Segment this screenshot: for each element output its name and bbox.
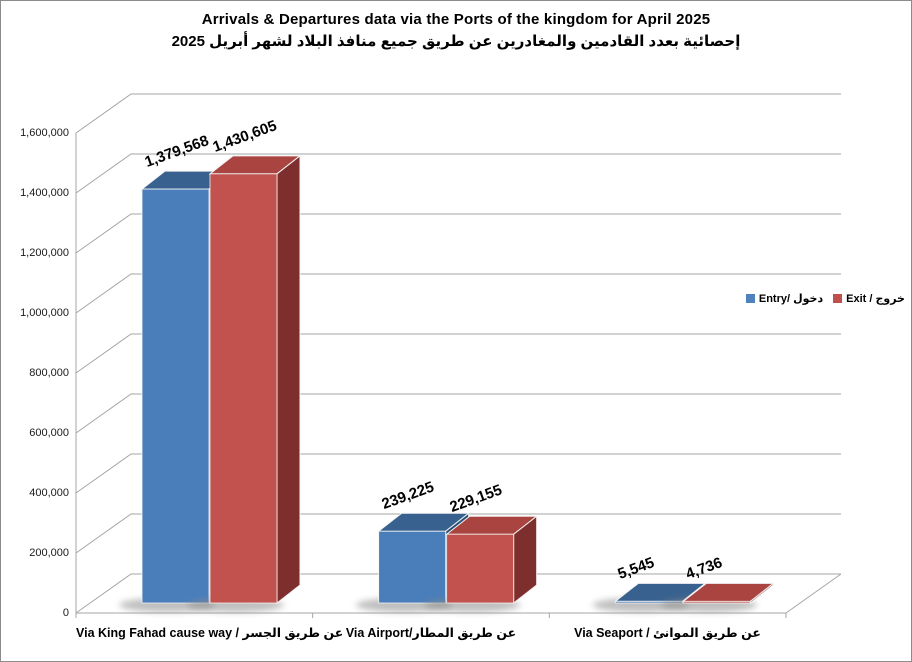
gridline: [75, 393, 841, 434]
y-tick-label: 1,200,000: [20, 247, 69, 259]
bar-front-face: [682, 601, 751, 604]
category-label-airport: Via Airport/عن طريق المطار: [345, 626, 517, 640]
gridline: [75, 153, 841, 194]
category-label-king-fahad-causeway: Via King Fahad cause way / عن طريق الجسر: [76, 626, 344, 640]
bar-front-face: [209, 173, 278, 604]
gridline: [75, 453, 841, 494]
y-tick-label: 400,000: [29, 487, 69, 499]
bar-exit-cat0: [187, 154, 302, 612]
y-tick-label: 1,600,000: [20, 127, 69, 139]
entry-series-swatch-icon: [745, 294, 755, 303]
y-tick-label: 600,000: [29, 427, 69, 439]
gridline: [75, 573, 841, 614]
bar-entry-cat1: [355, 512, 471, 612]
bar-side-face: [276, 154, 301, 605]
legend-item-entry: Entry/ دخول: [745, 292, 824, 305]
chart-title: Arrivals & Departures data via the Ports…: [201, 11, 711, 28]
y-tick-label: 0: [62, 607, 69, 619]
legend-exit-label: Exit / خروج: [846, 293, 905, 305]
bar-front-face: [378, 530, 447, 604]
y-tick-label: 1,400,000: [20, 187, 69, 199]
y-tick-label: 1,000,000: [20, 307, 69, 319]
bar-front-face: [141, 188, 210, 604]
gridline: [75, 273, 841, 314]
gridline: [75, 213, 841, 254]
bar-front-face: [446, 533, 515, 604]
bar-entry-cat2: [592, 582, 707, 612]
legend-entry-label: Entry/ دخول: [758, 293, 824, 305]
gridline: [75, 333, 841, 374]
bar-exit-cat2: [660, 582, 775, 612]
bar-exit-cat1: [423, 515, 539, 612]
category-label-seaport: Via Seaport / عن طريق الموانئ: [574, 626, 761, 640]
legend: Entry/ دخول Exit / خروج: [745, 292, 905, 305]
bars-3d: [119, 154, 775, 612]
exit-series-swatch-icon: [833, 294, 843, 303]
chart-subtitle-arabic: إحصائية بعدد القادمين والمغادرين عن طريق…: [171, 33, 741, 50]
gridline: [75, 93, 841, 134]
axes: [75, 133, 842, 618]
gridlines: [75, 93, 841, 614]
gridline: [75, 513, 841, 554]
y-tick-label: 800,000: [29, 367, 69, 379]
legend-item-exit: Exit / خروج: [833, 292, 905, 305]
y-tick-label: 200,000: [29, 547, 69, 559]
